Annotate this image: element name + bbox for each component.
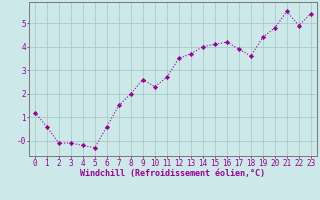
- X-axis label: Windchill (Refroidissement éolien,°C): Windchill (Refroidissement éolien,°C): [80, 169, 265, 178]
